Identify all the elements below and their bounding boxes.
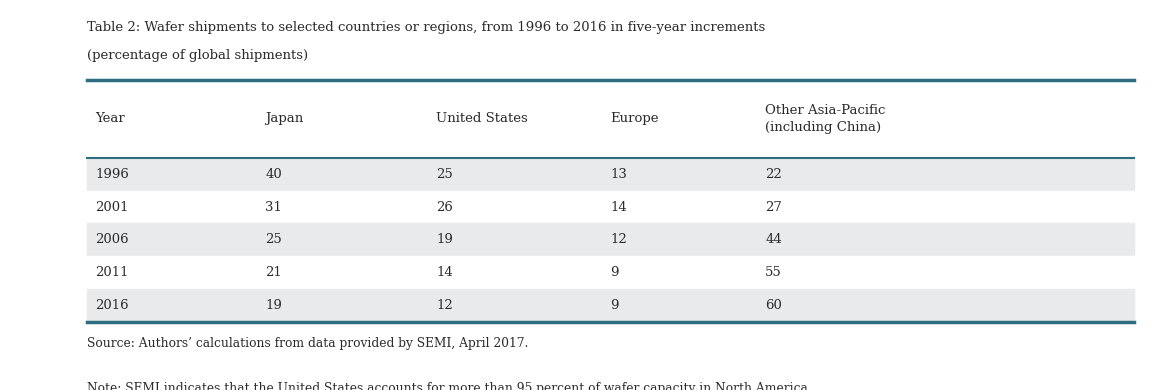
Text: 1996: 1996 (95, 168, 129, 181)
Text: 13: 13 (611, 168, 628, 181)
Bar (87, 223, 1134, 256)
Text: 2001: 2001 (95, 200, 129, 214)
Bar (87, 256, 1134, 289)
Text: Year: Year (95, 112, 126, 126)
Text: 25: 25 (265, 233, 281, 246)
Text: Europe: Europe (611, 112, 659, 126)
Text: 22: 22 (765, 168, 782, 181)
Text: Other Asia-Pacific
(including China): Other Asia-Pacific (including China) (765, 104, 886, 134)
Bar (87, 289, 1134, 322)
Text: 12: 12 (436, 299, 452, 312)
Text: 25: 25 (436, 168, 452, 181)
Text: 21: 21 (265, 266, 281, 279)
Text: 27: 27 (765, 200, 783, 214)
Text: (percentage of global shipments): (percentage of global shipments) (87, 49, 308, 62)
Text: Japan: Japan (265, 112, 304, 126)
Text: 19: 19 (265, 299, 283, 312)
Text: Source: Authors’ calculations from data provided by SEMI, April 2017.: Source: Authors’ calculations from data … (87, 337, 529, 350)
Text: 14: 14 (611, 200, 627, 214)
Text: 26: 26 (436, 200, 454, 214)
Text: 9: 9 (611, 266, 619, 279)
Text: 2006: 2006 (95, 233, 129, 246)
Text: 19: 19 (436, 233, 454, 246)
Text: United States: United States (436, 112, 528, 126)
Bar (87, 191, 1134, 223)
Text: 12: 12 (611, 233, 627, 246)
Text: 9: 9 (611, 299, 619, 312)
Text: 44: 44 (765, 233, 782, 246)
Text: 14: 14 (436, 266, 452, 279)
Text: 60: 60 (765, 299, 783, 312)
Text: 31: 31 (265, 200, 283, 214)
Text: 40: 40 (265, 168, 281, 181)
Text: 2011: 2011 (95, 266, 129, 279)
Text: Note: SEMI indicates that the United States accounts for more than 95 percent of: Note: SEMI indicates that the United Sta… (87, 382, 812, 390)
Text: Table 2: Wafer shipments to selected countries or regions, from 1996 to 2016 in : Table 2: Wafer shipments to selected cou… (87, 21, 765, 34)
Bar (87, 158, 1134, 191)
Text: 55: 55 (765, 266, 782, 279)
Text: 2016: 2016 (95, 299, 129, 312)
